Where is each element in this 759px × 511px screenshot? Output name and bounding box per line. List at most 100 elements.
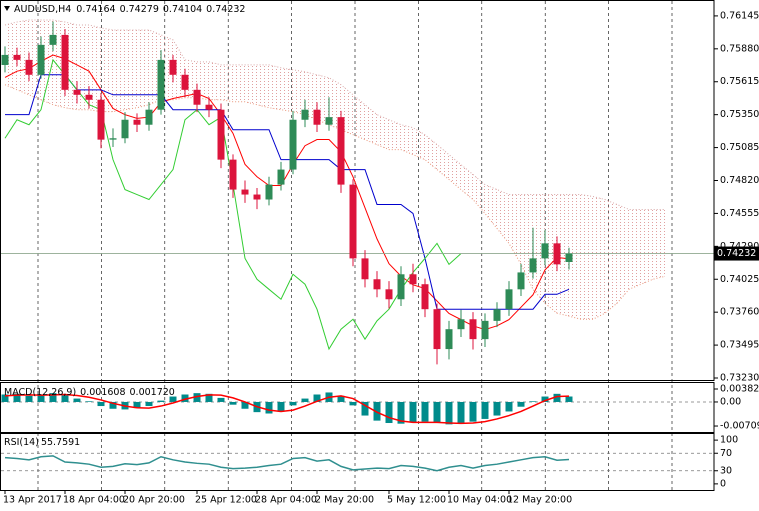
y-tick-label: -0.00709 [720,421,759,432]
candle-body [289,119,297,170]
candle-body [469,319,477,340]
macd-bar [217,397,225,402]
candle-body [109,138,117,140]
x-tick-label: 18 Apr 04:00 [63,495,125,506]
candle-body [553,243,561,265]
macd-bar [361,401,369,416]
candle-body [421,284,429,310]
candle-body [397,274,405,300]
last-low: 0.74104 [163,4,202,15]
candle-body [481,320,489,340]
macd-bar [433,401,441,424]
macd-bar [409,401,417,423]
y-tick-label: 0 [720,478,726,489]
rsi-last: 55.7591 [41,437,80,448]
price-label-box [714,246,759,261]
macd-bar [457,401,465,424]
candle-body [181,74,189,90]
candle-body [25,59,33,75]
y-tick-label: 0.74025 [720,274,759,285]
candle-body [445,329,453,350]
macd-frame [0,382,715,433]
macd-bar [517,401,525,407]
candle-body [493,309,501,321]
macd-bar [481,401,489,419]
rsi-line [4,455,570,472]
last-open: 0.74164 [76,4,115,15]
macd-bar [505,401,513,412]
macd-bar [145,401,153,407]
last-high: 0.74279 [120,4,159,15]
y-tick-label: 100 [720,435,738,446]
candle-body [133,119,141,125]
candle-body [385,289,393,300]
macd-bar [37,395,45,402]
candle-body [205,104,213,110]
y-tick-label: 70 [720,448,732,459]
macd-bar [181,394,189,402]
candle-body [193,89,201,105]
y-tick-label: 0.003824 [720,383,759,394]
macd-bar [73,398,81,402]
macd-title: MACD(12,26,9) [4,387,76,398]
macd-bar [313,394,321,402]
macd-bar [205,393,213,402]
candle-body [229,159,237,190]
candle-body [217,109,225,160]
main-frame [0,0,715,381]
macd-bar [445,401,453,425]
last-close: 0.74232 [206,4,245,15]
macd-bar [265,401,273,414]
rsi-header: RSI(14) 55.7591 [4,437,80,448]
candle-body [313,109,321,125]
candle-body [97,99,105,140]
macd-bar [97,401,105,407]
symbol: AUDUSD,H4 [14,4,71,15]
macd-bar [529,401,537,402]
macd-bar [241,401,249,409]
x-tick-label: 20 Apr 20:00 [123,495,185,506]
signal-line [4,393,570,425]
price-label: 0.74232 [717,248,756,259]
macd-bar [565,396,573,402]
macd-bar [109,401,117,409]
candle-body [1,54,9,65]
macd-bar [13,393,21,402]
macd-bar [541,396,549,402]
candle-body [301,109,309,120]
y-tick-label: 0.75350 [720,109,759,120]
candle-body [49,34,57,45]
macd-bar [289,401,297,406]
candle-body [517,272,525,290]
macd-bar [25,395,33,402]
symbol-icon [4,6,10,11]
candle-body [73,89,81,95]
rsi-title: RSI(14) [4,437,39,448]
candle-body [253,194,261,200]
macd-bar [49,393,57,402]
macd-bar [397,401,405,424]
x-tick-label: 5 May 12:00 [387,495,446,506]
macd-bar [277,401,285,412]
x-tick-label: 2 May 20:00 [315,495,374,506]
y-tick-label: 30 [720,465,732,476]
macd-bar [301,398,309,402]
y-tick-label: 0.75615 [720,76,759,87]
candle-body [169,59,177,75]
macd-bar [193,393,201,402]
signal-last: 0.001720 [130,387,175,398]
y-tick-label: 0.76145 [720,10,759,21]
candle-body [337,117,345,185]
y-tick-label: 0.74290 [720,241,759,252]
cloud-upper [4,19,665,210]
macd-bar [169,396,177,402]
macd-bar [385,401,393,424]
y-tick-label: 0.73495 [720,340,759,351]
y-tick-label: 0.75880 [720,43,759,54]
candle-body [409,274,417,285]
candle-body [145,109,153,125]
y-tick-label: 0.73230 [720,373,759,384]
macd-last: 0.001608 [80,387,125,398]
macd-bar [469,401,477,422]
y-tick-label: 0.74820 [720,175,759,186]
